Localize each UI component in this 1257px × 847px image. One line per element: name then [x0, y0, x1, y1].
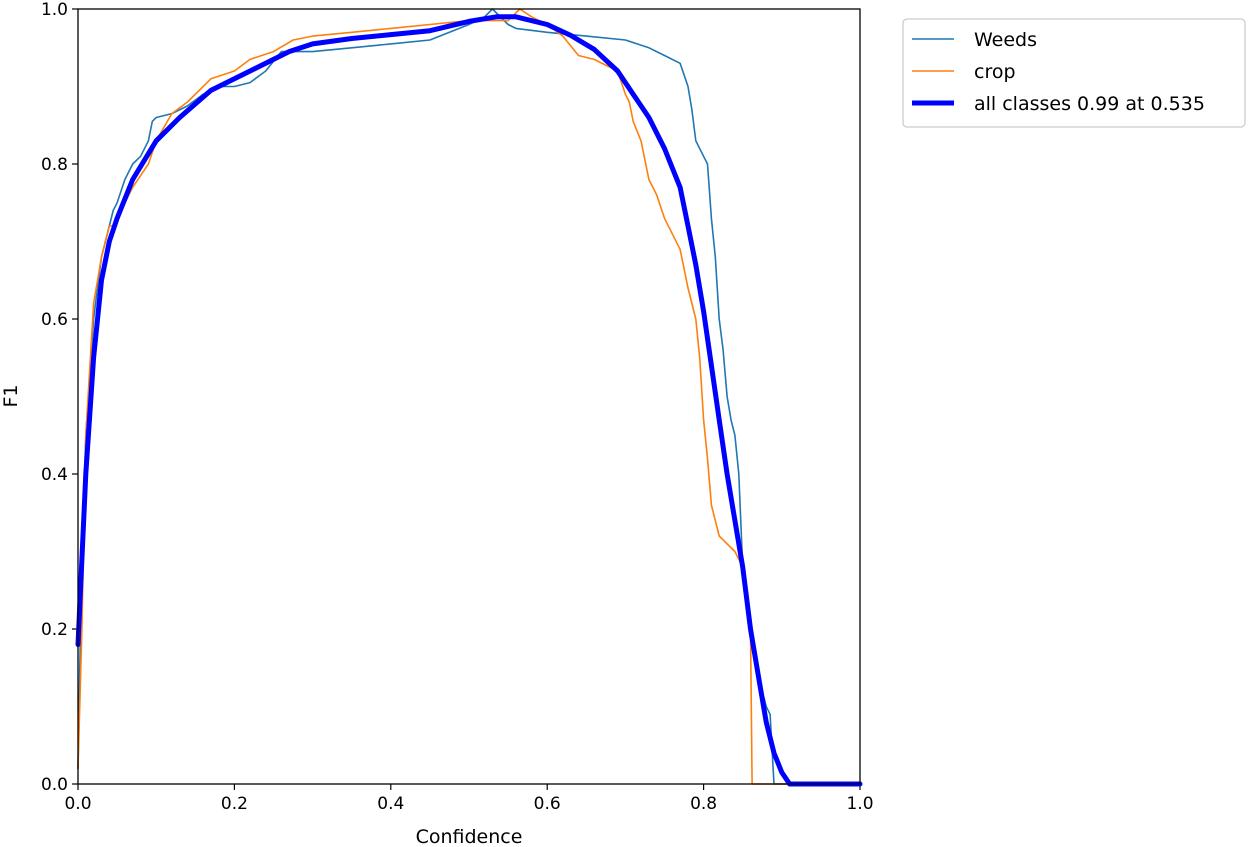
- y-tick-label: 1.0: [41, 0, 68, 20]
- x-axis-ticks: 0.0 0.2 0.4 0.6 0.8 1.0: [64, 784, 874, 814]
- y-tick-label: 0.4: [41, 465, 68, 485]
- legend-entry-label: Weeds: [974, 29, 1037, 51]
- x-tick-label: 0.2: [221, 794, 248, 814]
- x-tick-label: 0.4: [377, 794, 404, 814]
- y-axis-ticks: 0.0 0.2 0.4 0.6 0.8 1.0: [41, 0, 78, 795]
- series-lines: [75, 8, 863, 787]
- y-tick-label: 0.6: [41, 310, 68, 330]
- y-tick-label: 0.0: [41, 775, 68, 795]
- legend-entry-label: all classes 0.99 at 0.535: [974, 93, 1205, 115]
- y-tick-label: 0.8: [41, 155, 68, 175]
- plot-background: [78, 9, 860, 784]
- y-tick-label: 0.2: [41, 620, 68, 640]
- x-tick-label: 0.6: [534, 794, 561, 814]
- y-axis-label: F1: [0, 384, 22, 407]
- x-axis-label: Confidence: [416, 826, 523, 847]
- x-tick-label: 0.8: [690, 794, 717, 814]
- legend-frame: [902, 18, 1246, 128]
- x-tick-label: 1.0: [846, 794, 873, 814]
- legend-entry-label: crop: [974, 61, 1016, 83]
- all-classes-series-line: [75, 14, 863, 787]
- plot-frame: [77, 8, 861, 785]
- legend: Weeds crop all classes 0.99 at 0.535: [902, 18, 1246, 128]
- x-tick-label: 0.0: [64, 794, 91, 814]
